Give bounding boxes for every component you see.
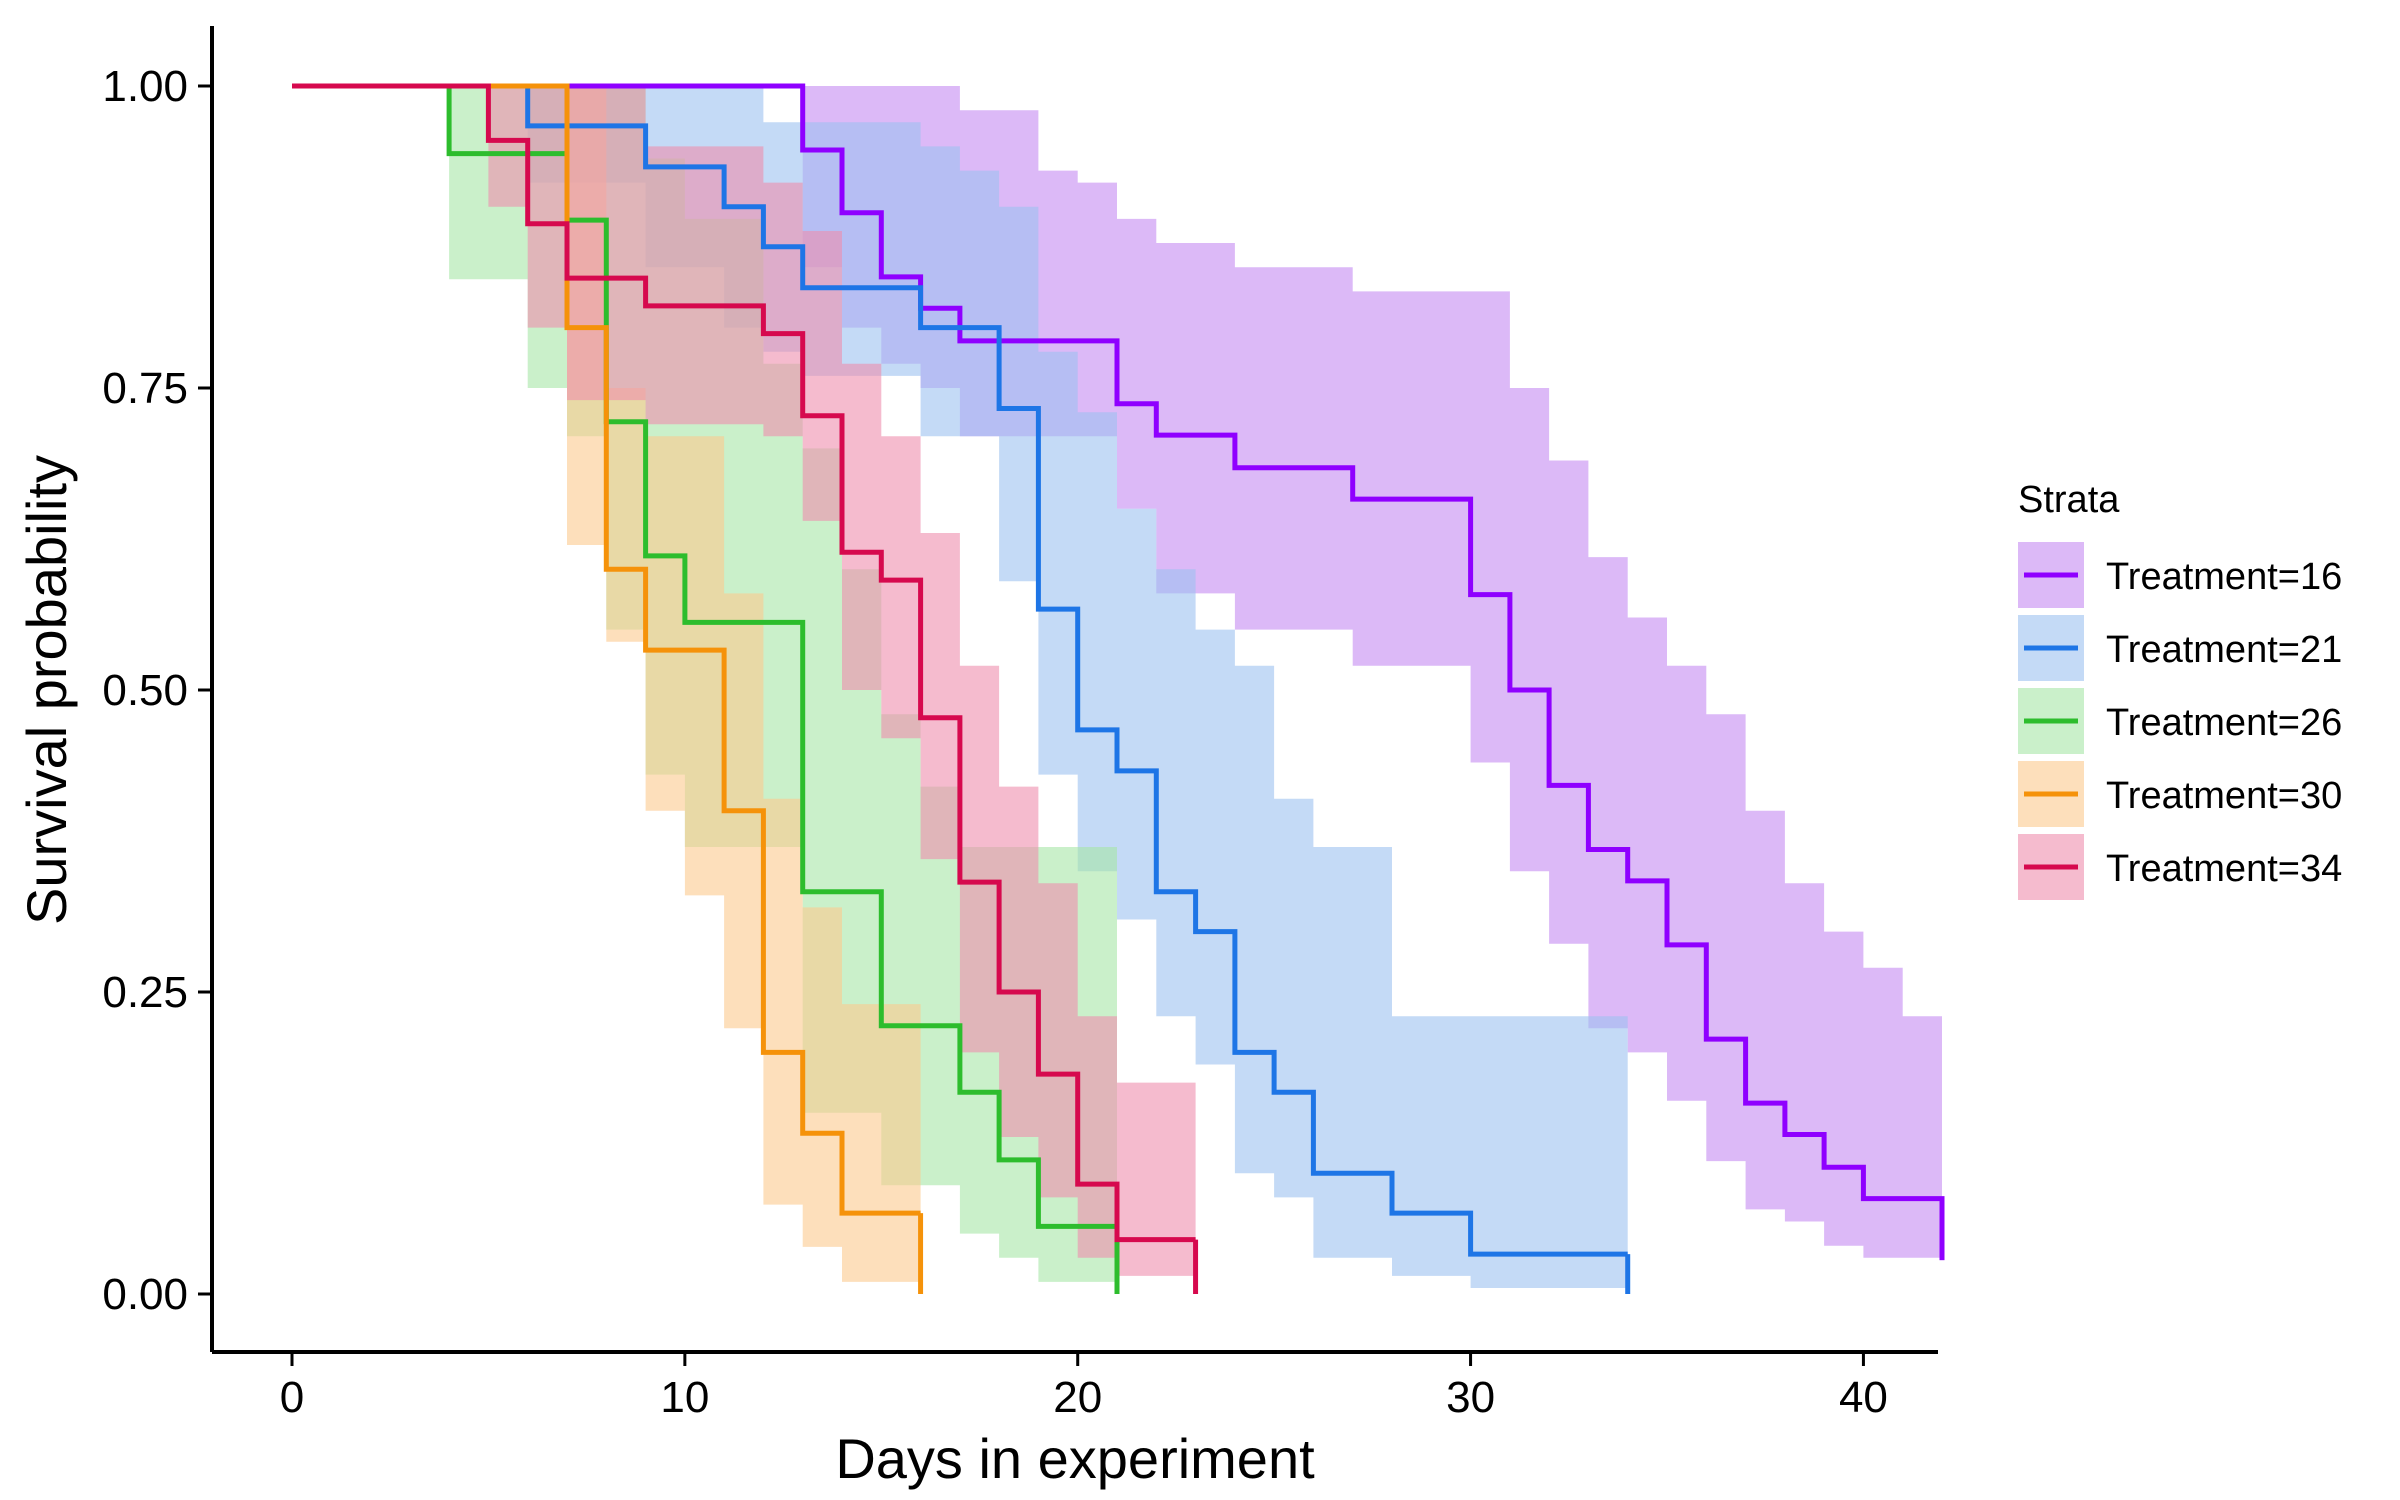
y-tick-label: 1.00 <box>102 62 188 111</box>
x-axis-title: Days in experiment <box>835 1427 1315 1490</box>
x-tick-label: 40 <box>1839 1373 1888 1422</box>
legend-item-treatment-26: Treatment=26 <box>2018 688 2342 754</box>
legend-item-treatment-30: Treatment=30 <box>2018 761 2342 827</box>
legend-label-treatment-21: Treatment=21 <box>2106 629 2342 671</box>
band-treatment-16 <box>292 86 1942 1258</box>
legend-label-treatment-30: Treatment=30 <box>2106 775 2342 817</box>
legend-item-treatment-34: Treatment=34 <box>2018 834 2342 900</box>
legend-item-treatment-21: Treatment=21 <box>2018 615 2342 681</box>
x-tick-label: 20 <box>1053 1373 1102 1422</box>
y-tick-label: 0.50 <box>102 666 188 715</box>
x-tick-label: 10 <box>660 1373 709 1422</box>
survival-curves <box>292 83 1945 1294</box>
y-ticks: 0.00 0.25 0.50 0.75 1.00 <box>102 62 212 1319</box>
legend-title: Strata <box>2018 479 2120 521</box>
x-tick-label: 0 <box>280 1373 304 1422</box>
confidence-bands <box>292 86 1942 1288</box>
legend-label-treatment-34: Treatment=34 <box>2106 848 2342 890</box>
x-ticks: 0 10 20 30 40 <box>280 1352 1888 1422</box>
y-tick-label: 0.00 <box>102 1270 188 1319</box>
y-axis-title: Survival probability <box>15 455 78 925</box>
band-treatment-34 <box>292 86 1196 1276</box>
legend-item-treatment-16: Treatment=16 <box>2018 542 2342 608</box>
band-treatment-21 <box>292 86 1628 1288</box>
curve-treatment-16 <box>292 83 1945 1230</box>
curve-treatment-34 <box>292 83 1196 1243</box>
y-tick-label: 0.25 <box>102 968 188 1017</box>
curve-treatment-26 <box>292 83 1117 1229</box>
x-tick-label: 30 <box>1446 1373 1495 1422</box>
legend-label-treatment-16: Treatment=16 <box>2106 556 2342 598</box>
y-tick-label: 0.75 <box>102 364 188 413</box>
legend: Strata Treatment=16 Treatment=21 Treatment… <box>2018 479 2342 900</box>
legend-label-treatment-26: Treatment=26 <box>2106 702 2342 744</box>
curve-treatment-30 <box>292 83 921 1216</box>
curve-treatment-21 <box>292 83 1628 1257</box>
